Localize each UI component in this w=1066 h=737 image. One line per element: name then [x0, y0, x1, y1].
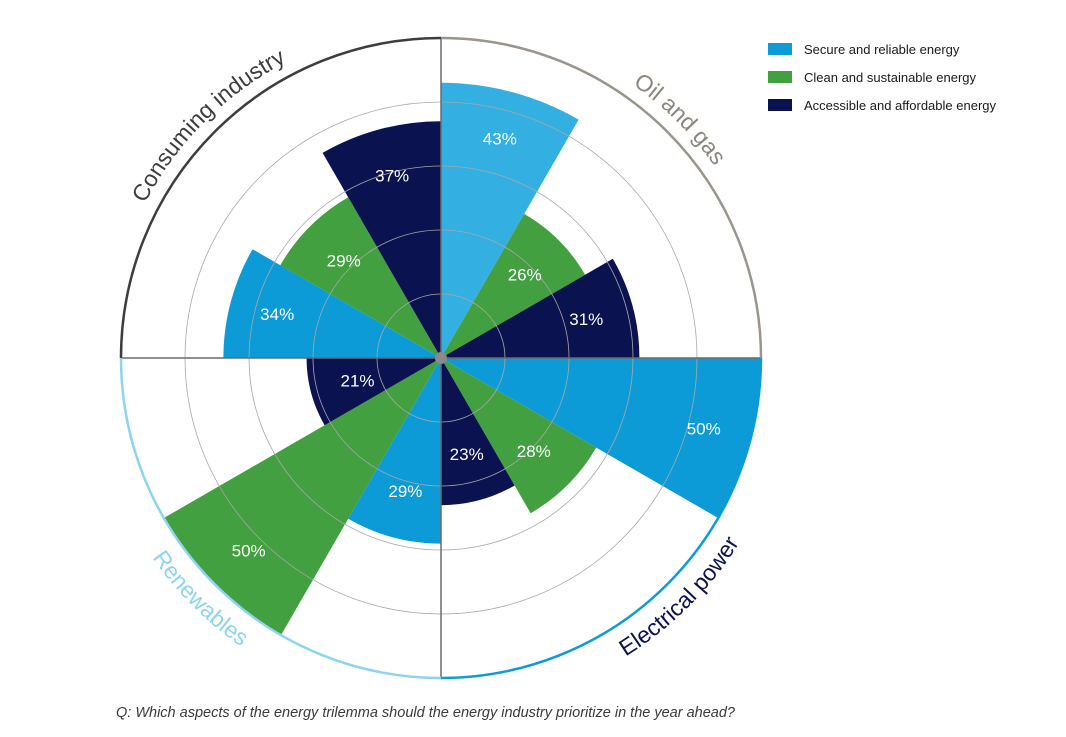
wedge-consuming-industry-clean-and-sustainable-energy: [280, 197, 441, 358]
sector-border-oil-and-gas: [440, 36, 763, 359]
legend-label-accessible: Accessible and affordable energy: [804, 97, 996, 113]
survey-question: Q: Which aspects of the energy trilemma …: [116, 705, 735, 721]
value-label-oil-and-gas-accessible-and-affordable-energy: 31%: [569, 310, 603, 329]
value-label-consuming-industry-accessible-and-affordable-energy: 37%: [375, 167, 409, 186]
sector-border-electrical-power: [440, 357, 763, 680]
wedge-renewables-secure-and-reliable-energy: [348, 358, 441, 544]
value-label-renewables-accessible-and-affordable-energy: 21%: [341, 371, 375, 390]
legend-swatch-accessible: [768, 99, 792, 111]
value-label-consuming-industry-clean-and-sustainable-energy: 29%: [327, 252, 361, 271]
value-label-electrical-power-clean-and-sustainable-energy: 28%: [517, 442, 551, 461]
wedge-electrical-power-accessible-and-affordable-energy: [441, 358, 515, 506]
legend-swatch-clean: [768, 71, 792, 83]
legend-swatch-secure: [768, 43, 792, 55]
legend-label-clean: Clean and sustainable energy: [804, 69, 977, 85]
wedge-oil-and-gas-clean-and-sustainable-energy: [441, 213, 586, 358]
wedge-electrical-power-secure-and-reliable-energy: [441, 358, 761, 518]
wedge-renewables-accessible-and-affordable-energy: [306, 358, 441, 426]
value-label-oil-and-gas-clean-and-sustainable-energy: 26%: [508, 265, 542, 284]
wedge-consuming-industry-secure-and-reliable-energy: [223, 249, 441, 358]
legend: Secure and reliable energy Clean and sus…: [768, 35, 996, 119]
value-label-consuming-industry-secure-and-reliable-energy: 34%: [260, 305, 294, 324]
wedge-oil-and-gas-secure-and-reliable-energy: [441, 82, 579, 359]
value-label-oil-and-gas-secure-and-reliable-energy: 43%: [483, 130, 517, 149]
value-label-renewables-clean-and-sustainable-energy: 50%: [232, 541, 266, 560]
center-dot: [435, 352, 447, 364]
sector-border-renewables: [119, 357, 442, 680]
value-label-renewables-secure-and-reliable-energy: 29%: [388, 482, 422, 501]
wedge-renewables-clean-and-sustainable-energy: [163, 358, 441, 636]
value-label-electrical-power-accessible-and-affordable-energy: 23%: [450, 445, 484, 464]
legend-label-secure: Secure and reliable energy: [804, 41, 960, 57]
value-label-electrical-power-secure-and-reliable-energy: 50%: [687, 419, 721, 438]
wedge-oil-and-gas-accessible-and-affordable-energy: [441, 258, 640, 358]
legend-item-accessible: Accessible and affordable energy: [768, 91, 996, 119]
legend-item-clean: Clean and sustainable energy: [768, 63, 996, 91]
wedge-consuming-industry-accessible-and-affordable-energy: [322, 121, 441, 358]
legend-item-secure: Secure and reliable energy: [768, 35, 996, 63]
wedge-electrical-power-clean-and-sustainable-energy: [441, 358, 597, 514]
sector-border-consuming-industry: [119, 36, 442, 359]
